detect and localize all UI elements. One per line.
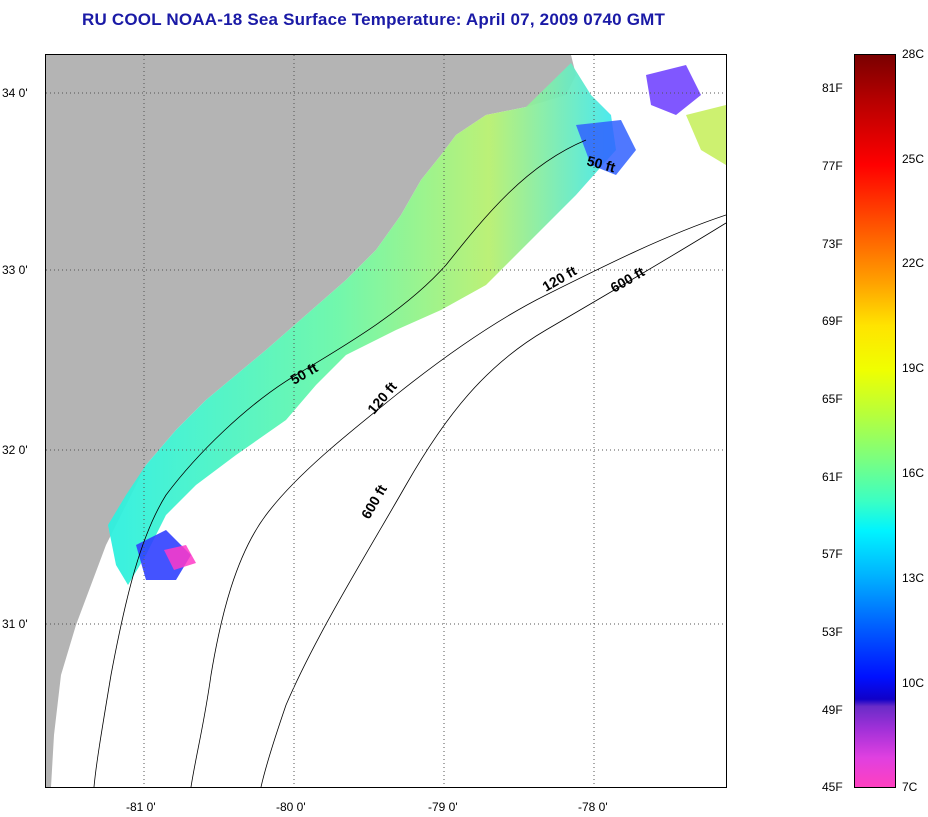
celsius-label: 13C (902, 571, 925, 585)
magenta-patch-south (164, 545, 196, 570)
land-mass (46, 55, 576, 787)
sst-map[interactable]: 50 ft 120 ft 600 ft 50 ft 120 ft 600 ft (45, 54, 727, 788)
isobath-600ft (260, 222, 726, 787)
fahrenheit-label: 65F (822, 392, 843, 406)
fahrenheit-label: 73F (822, 237, 843, 251)
cold-patch-northeast (646, 65, 701, 115)
lat-label: 31 0' (2, 617, 28, 631)
lon-label: -78 0' (578, 800, 608, 814)
lon-label: -79 0' (428, 800, 458, 814)
fahrenheit-label: 45F (822, 780, 843, 794)
isobath-50ft (93, 139, 587, 787)
contour-label: 600 ft (358, 482, 390, 522)
fahrenheit-label: 81F (822, 81, 843, 95)
graticule (46, 55, 726, 787)
fahrenheit-label: 57F (822, 547, 843, 561)
fahrenheit-label: 61F (822, 470, 843, 484)
isobath-120ft (190, 214, 726, 787)
lon-label: -80 0' (276, 800, 306, 814)
fahrenheit-label: 53F (822, 625, 843, 639)
celsius-label: 16C (902, 466, 925, 480)
celsius-label: 19C (902, 361, 925, 375)
cold-patch-north (576, 120, 636, 175)
celsius-label: 7C (902, 780, 918, 794)
contour-label: 600 ft (608, 263, 648, 295)
celsius-label: 10C (902, 676, 925, 690)
warm-patch-northeast (686, 105, 726, 165)
celsius-label: 22C (902, 256, 925, 270)
celsius-label: 25C (902, 152, 925, 166)
lat-label: 32 0' (2, 443, 28, 457)
contour-label: 120 ft (540, 262, 580, 294)
celsius-label: 28C (902, 47, 925, 61)
map-title: RU COOL NOAA-18 Sea Surface Temperature:… (82, 10, 666, 29)
sst-coastal-band (108, 63, 616, 585)
fahrenheit-label: 69F (822, 314, 843, 328)
fahrenheit-label: 77F (822, 159, 843, 173)
contour-label: 120 ft (364, 378, 400, 417)
contour-label: 50 ft (585, 152, 617, 175)
temperature-colorbar (854, 54, 896, 788)
lat-label: 34 0' (2, 86, 28, 100)
lat-label: 33 0' (2, 263, 28, 277)
sst-map-canvas: 50 ft 120 ft 600 ft 50 ft 120 ft 600 ft (46, 55, 726, 787)
lon-label: -81 0' (126, 800, 156, 814)
fahrenheit-label: 49F (822, 703, 843, 717)
